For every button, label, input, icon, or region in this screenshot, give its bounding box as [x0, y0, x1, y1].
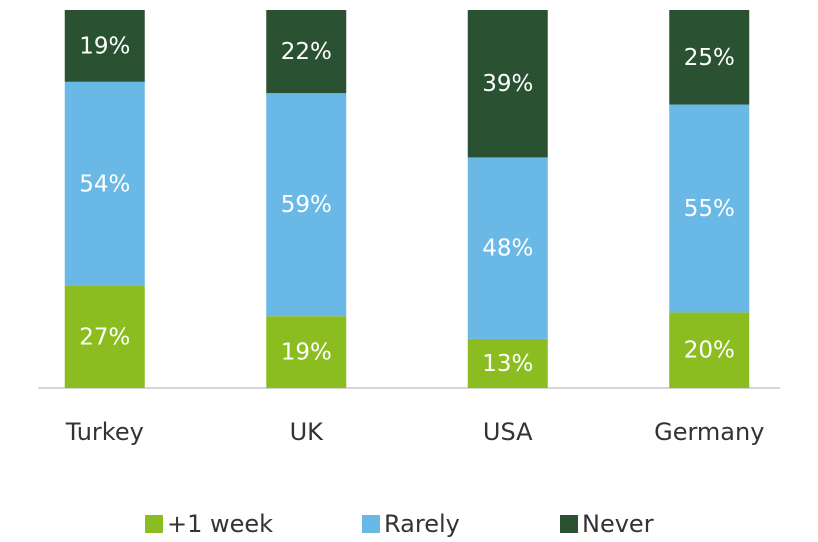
bar-segment	[467, 157, 548, 339]
bar-segment	[64, 81, 145, 286]
value-label: 25%	[684, 45, 735, 71]
legend-swatch	[560, 515, 578, 533]
bar-segment	[266, 93, 347, 317]
legend-swatch	[145, 515, 163, 533]
value-label: 20%	[684, 338, 735, 364]
value-label: 19%	[281, 340, 332, 366]
x-tick-label: Germany	[654, 418, 764, 446]
bar-segment	[467, 10, 548, 158]
value-label: 13%	[482, 351, 533, 377]
bar-segment	[669, 312, 750, 388]
value-label: 27%	[79, 324, 130, 350]
bar-segment	[467, 338, 548, 388]
value-label: 55%	[684, 196, 735, 222]
bar-segment	[64, 10, 145, 82]
value-label: 48%	[482, 236, 533, 262]
value-label: 39%	[482, 71, 533, 97]
legend-label: +1 week	[167, 510, 273, 538]
legend-swatch	[362, 515, 380, 533]
bar-segment	[669, 104, 750, 313]
legend-label: Never	[582, 510, 654, 538]
value-label: 22%	[281, 39, 332, 65]
bar-segment	[669, 10, 750, 105]
x-tick-label: Turkey	[65, 418, 144, 446]
x-tick-label: USA	[483, 418, 533, 446]
bar-segment	[266, 316, 347, 388]
bar-segment	[64, 285, 145, 388]
value-label: 59%	[281, 192, 332, 218]
value-label: 19%	[79, 33, 130, 59]
bar-segment	[266, 10, 347, 94]
x-tick-label: UK	[290, 418, 325, 446]
legend-label: Rarely	[384, 510, 460, 538]
value-label: 54%	[79, 171, 130, 197]
